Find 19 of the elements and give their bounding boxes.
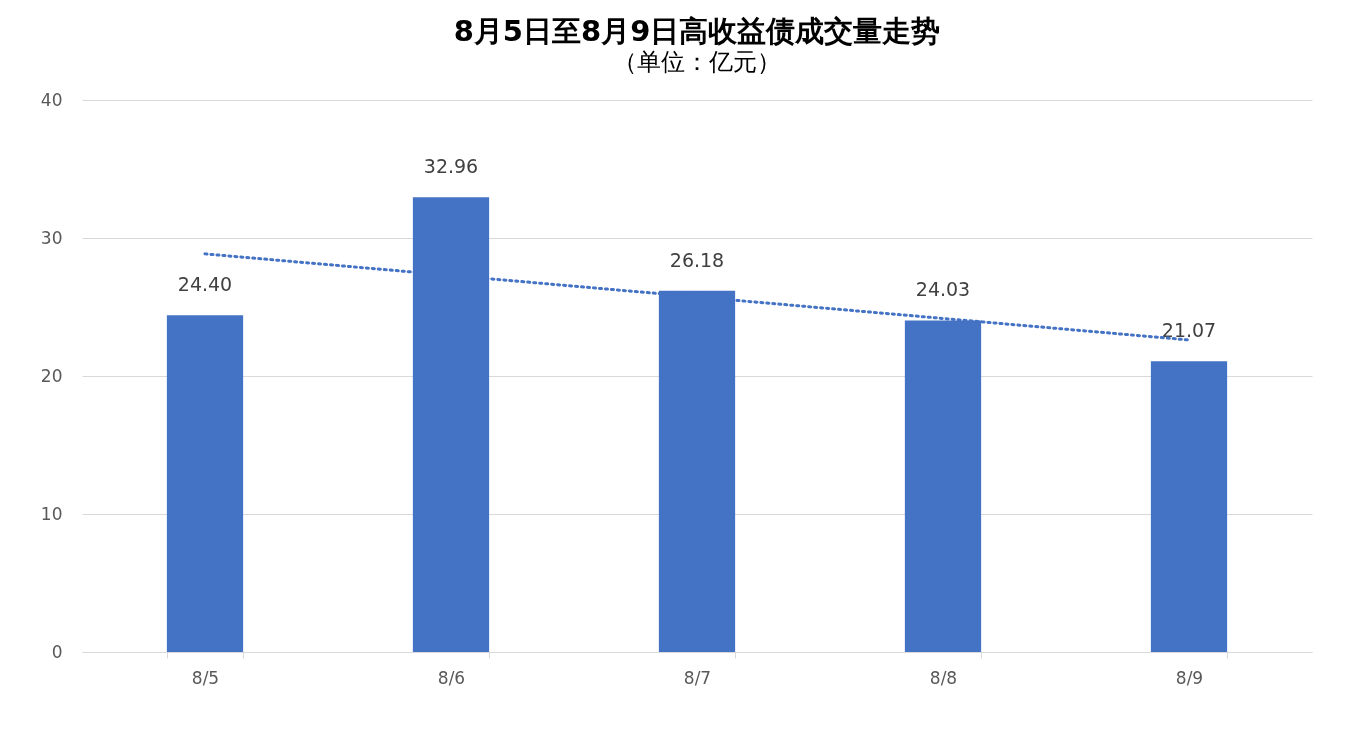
bar [166,315,244,652]
y-tick-label: 20 [40,365,63,386]
y-tick-label: 40 [40,89,63,110]
data-label: 26.18 [669,248,725,271]
data-label: 21.07 [1161,319,1217,342]
chart-subtitle: （单位：亿元） [613,48,781,76]
x-tick-label: 8/7 [683,667,712,688]
data-label: 24.40 [177,273,233,296]
x-tick-label: 8/6 [437,667,466,688]
data-label: 32.96 [423,155,479,178]
chart-title: 8月5日至8月9日高收益债成交量走势 [453,14,941,48]
y-tick-label: 30 [40,227,63,248]
y-tick-label: 0 [51,641,63,662]
y-tick-label: 10 [40,503,63,524]
bar [1150,361,1228,652]
data-label: 24.03 [915,278,971,301]
x-tick-label: 8/9 [1175,667,1204,688]
x-tick-label: 8/8 [929,667,958,688]
x-tick-label: 8/5 [191,667,220,688]
